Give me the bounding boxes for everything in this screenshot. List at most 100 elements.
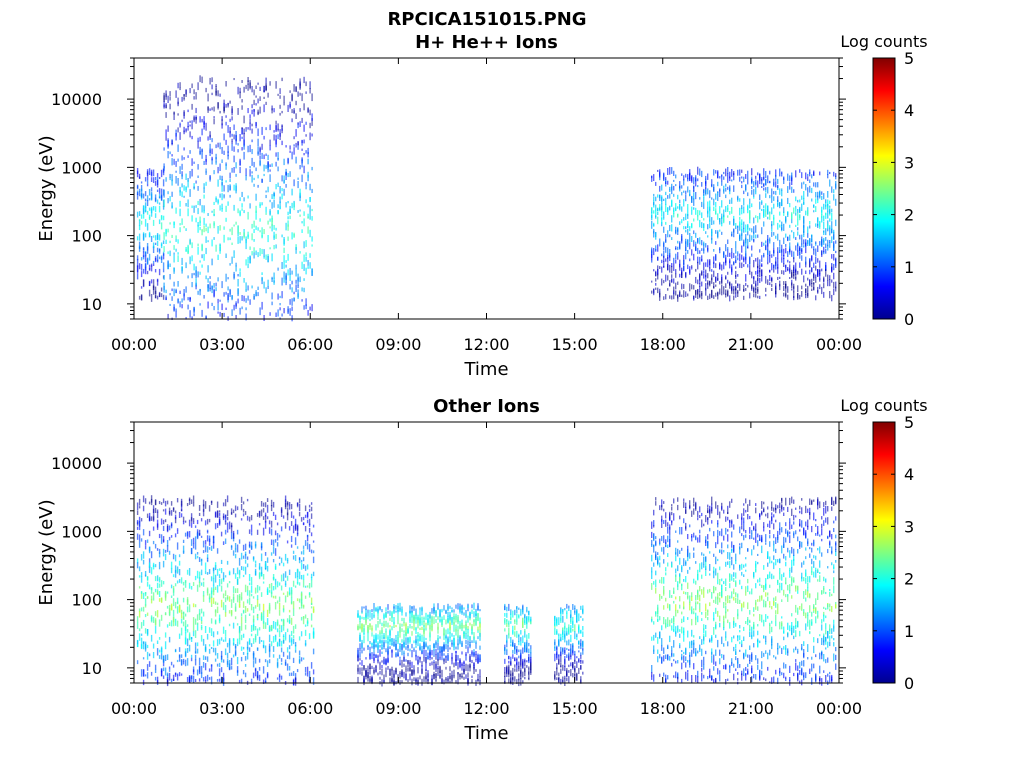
heatmap-cell: [170, 603, 173, 611]
heatmap-cell: [769, 181, 771, 184]
heatmap-cell: [280, 675, 283, 680]
colorbar-tick-label: 0: [904, 310, 914, 329]
heatmap-cell: [251, 123, 253, 127]
heatmap-cell: [373, 614, 375, 619]
heatmap-cell: [425, 656, 427, 664]
heatmap-cell: [275, 81, 277, 89]
heatmap-cell: [266, 673, 269, 679]
heatmap-cell: [167, 140, 169, 148]
heatmap-cell: [296, 568, 299, 573]
heatmap-cell: [769, 275, 771, 282]
heatmap-cell: [190, 517, 193, 523]
heatmap-cell: [705, 190, 707, 196]
heatmap-cell: [819, 220, 821, 227]
heatmap-cell: [229, 100, 231, 104]
heatmap-cell: [206, 572, 209, 575]
heatmap-cell: [218, 662, 221, 668]
heatmap-cell: [835, 286, 837, 292]
heatmap-cell: [765, 294, 767, 297]
heatmap-cell: [284, 553, 287, 561]
heatmap-cell: [289, 206, 291, 214]
heatmap-cell: [359, 634, 361, 642]
heatmap-cell: [749, 265, 751, 272]
heatmap-cell: [243, 137, 245, 146]
heatmap-cell: [831, 294, 833, 302]
heatmap-cell: [667, 195, 669, 199]
heatmap-cell: [168, 604, 171, 610]
heatmap-cell: [282, 605, 285, 611]
heatmap-cell: [759, 265, 761, 269]
heatmap-cell: [206, 554, 209, 559]
heatmap-cell: [148, 565, 151, 573]
heatmap-cell: [291, 109, 293, 114]
heatmap-cell: [271, 202, 273, 209]
heatmap-cell: [204, 562, 207, 571]
heatmap-cell: [787, 197, 789, 204]
heatmap-cell: [787, 251, 789, 257]
heatmap-cell: [136, 184, 139, 190]
heatmap-cell: [241, 127, 243, 130]
heatmap-cell: [279, 129, 281, 137]
heatmap-cell: [256, 513, 259, 517]
heatmap-cell: [443, 644, 445, 648]
heatmap-cell: [823, 230, 825, 233]
heatmap-cell: [305, 298, 307, 306]
heatmap-cell: [150, 169, 153, 176]
heatmap-cell: [259, 248, 261, 256]
heatmap-cell: [305, 182, 307, 186]
heatmap-cell: [775, 181, 777, 188]
heatmap-cell: [729, 281, 731, 286]
heatmap-cell: [403, 671, 405, 679]
heatmap-cell: [255, 95, 257, 98]
heatmap-cell: [196, 519, 199, 525]
heatmap-cell: [158, 649, 161, 653]
heatmap-cell: [169, 103, 171, 110]
heatmap-cell: [267, 154, 269, 161]
heatmap-cell: [473, 602, 475, 610]
heatmap-cell: [146, 539, 149, 543]
heatmap-cell: [379, 632, 381, 638]
heatmap-cell: [273, 108, 275, 113]
heatmap-cell: [795, 270, 797, 275]
heatmap-cell: [216, 585, 219, 593]
heatmap-cell: [251, 285, 253, 289]
heatmap-cell: [308, 679, 311, 682]
heatmap-cell: [661, 278, 663, 286]
heatmap-cell: [136, 616, 139, 623]
heatmap-cell: [421, 665, 423, 670]
heatmap-cell: [265, 83, 267, 91]
heatmap-cell: [235, 265, 237, 272]
heatmap-cell: [148, 253, 151, 261]
heatmap-cell: [391, 649, 393, 658]
heatmap-cell: [163, 189, 165, 198]
heatmap-cell: [303, 76, 305, 84]
heatmap-cell: [675, 290, 677, 296]
heatmap-cell: [175, 308, 177, 312]
heatmap-cell: [264, 677, 267, 684]
heatmap-cell: [268, 645, 271, 652]
heatmap-cell: [162, 675, 165, 679]
heatmap-cell: [765, 193, 767, 198]
heatmap-cell: [158, 268, 161, 276]
heatmap-cell: [192, 537, 195, 544]
heatmap-cell: [217, 198, 219, 205]
heatmap-cell: [447, 611, 449, 618]
heatmap-cell: [214, 601, 217, 605]
heatmap-cell: [677, 227, 679, 231]
heatmap-cell: [455, 628, 457, 632]
panel-title: H+ He++ Ions: [415, 32, 558, 53]
heatmap-cell: [260, 553, 263, 562]
heatmap-cell: [528, 666, 530, 670]
heatmap-cell: [445, 619, 447, 625]
heatmap-cell: [169, 274, 171, 280]
heatmap-block: [163, 75, 313, 322]
heatmap-cell: [815, 248, 817, 257]
heatmap-cell: [671, 263, 673, 268]
heatmap-cell: [451, 670, 453, 677]
heatmap-cell: [216, 523, 219, 528]
heatmap-cell: [671, 199, 673, 207]
heatmap-cell: [741, 219, 743, 225]
heatmap-cell: [298, 503, 301, 512]
heatmap-cell: [256, 585, 259, 593]
heatmap-cell: [813, 249, 815, 255]
